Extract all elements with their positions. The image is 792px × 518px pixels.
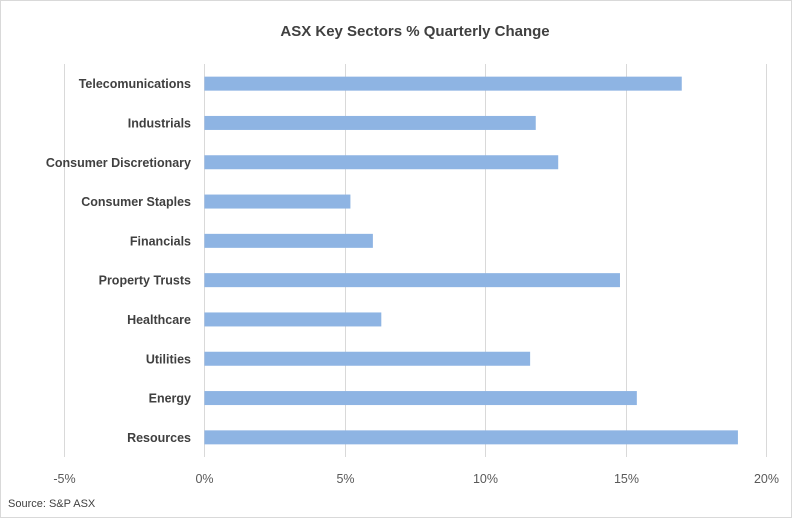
bar bbox=[204, 312, 382, 327]
x-tick-label: 15% bbox=[614, 472, 639, 486]
x-tick-label: 10% bbox=[473, 472, 498, 486]
x-tick-label: -5% bbox=[53, 472, 75, 486]
bar bbox=[204, 76, 682, 91]
category-label: Consumer Staples bbox=[81, 195, 191, 209]
bar bbox=[204, 233, 373, 248]
category-label: Utilities bbox=[146, 352, 191, 366]
bar bbox=[204, 430, 738, 445]
source-note: Source: S&P ASX bbox=[8, 498, 96, 510]
category-label: Resources bbox=[127, 431, 191, 445]
category-label: Telecomunications bbox=[79, 77, 191, 91]
bar bbox=[204, 155, 559, 170]
chart-title: ASX Key Sectors % Quarterly Change bbox=[280, 23, 549, 40]
category-label: Financials bbox=[130, 234, 191, 248]
category-label: Energy bbox=[149, 392, 191, 406]
bar bbox=[204, 194, 351, 209]
bars bbox=[204, 76, 738, 445]
x-tick-label: 0% bbox=[195, 472, 213, 486]
x-tick-label: 5% bbox=[336, 472, 354, 486]
bar bbox=[204, 391, 637, 406]
category-labels: Telecomunications Industrials Consumer Dis… bbox=[46, 77, 191, 445]
bar bbox=[204, 273, 620, 288]
x-axis-ticks: -5% 0% 5% 10% 15% 20% bbox=[53, 472, 779, 486]
x-tick-label: 20% bbox=[754, 472, 779, 486]
category-label: Healthcare bbox=[127, 313, 191, 327]
category-label: Consumer Discretionary bbox=[46, 156, 191, 170]
bar bbox=[204, 351, 531, 366]
bar bbox=[204, 115, 536, 130]
category-label: Industrials bbox=[128, 116, 191, 130]
category-label: Property Trusts bbox=[99, 274, 191, 288]
